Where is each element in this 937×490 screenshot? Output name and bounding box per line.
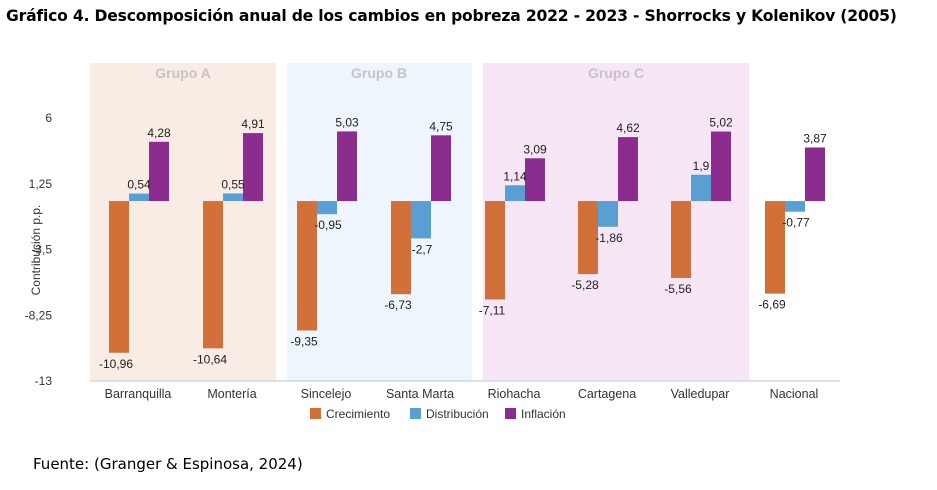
data-label-distribucion: -0,77	[782, 216, 810, 230]
legend-swatch-crecimiento	[310, 408, 321, 419]
bars	[109, 131, 825, 353]
data-label-distribucion: 0,55	[221, 177, 245, 191]
data-label-distribucion: 1,9	[693, 159, 710, 173]
bar-inflacion-valledupar	[711, 131, 731, 202]
y-axis-title: Contribución p.p.	[29, 205, 43, 296]
x-tick-label-valledupar: Valledupar	[671, 387, 730, 401]
bar-crecimiento-sincelejo	[297, 201, 317, 331]
bar-inflacion-santa-marta	[431, 135, 451, 202]
bar-inflacion-cartagena	[618, 137, 638, 202]
x-tick-label-barranquilla: Barranquilla	[105, 387, 172, 401]
x-tick-label-nacional: Nacional	[770, 387, 819, 401]
data-labels: -10,96 -10,64 -9,35 -6,73 -7,11 -5,28 -5,56 -6,…	[99, 115, 827, 370]
y-tick-label: -8,25	[25, 308, 53, 322]
data-label-crecimiento: -7,11	[479, 303, 506, 317]
bar-crecimiento-riohacha	[485, 201, 505, 300]
bar-crecimiento-nacional	[765, 201, 785, 294]
data-label-inflacion: 5,02	[709, 116, 733, 130]
bar-crecimiento-monteria	[203, 201, 223, 349]
x-tick-label-sincelejo: Sincelejo	[301, 387, 352, 401]
bar-inflacion-barranquilla	[149, 141, 169, 202]
data-label-crecimiento: -5,56	[664, 282, 692, 296]
bar-chart: Grupo A Grupo B Grupo C 6 1,25 -3,5 -8,25 -13 C…	[25, 63, 840, 421]
bar-inflacion-monteria	[243, 133, 263, 202]
bar-distribucion-monteria	[223, 193, 243, 202]
legend: Crecimiento Distribución Inflación	[310, 407, 566, 421]
legend-label-distribucion: Distribución	[426, 407, 489, 421]
y-tick-label: 1,25	[29, 177, 53, 191]
axes: 6 1,25 -3,5 -8,25 -13 Contribución p.p. Barran…	[25, 111, 840, 401]
data-label-inflacion: 5,03	[335, 115, 359, 129]
data-label-crecimiento: -9,35	[290, 334, 318, 348]
data-label-crecimiento: -10,96	[99, 357, 133, 371]
bar-distribucion-santa-marta	[411, 201, 431, 239]
group-label-grupo-b: Grupo B	[351, 65, 407, 81]
data-label-crecimiento: -6,73	[384, 298, 412, 312]
legend-label-crecimiento: Crecimiento	[326, 407, 390, 421]
bar-distribucion-valledupar	[691, 174, 711, 202]
y-tick-label: -13	[35, 374, 53, 388]
data-label-inflacion: 4,62	[616, 121, 640, 135]
bar-distribucion-barranquilla	[129, 193, 149, 202]
data-label-inflacion: 4,75	[429, 119, 453, 133]
y-tick-label: -3,5	[31, 243, 52, 257]
bar-crecimiento-barranquilla	[109, 201, 129, 353]
data-label-inflacion: 4,28	[147, 126, 171, 140]
legend-swatch-distribucion	[410, 408, 421, 419]
data-label-distribucion: 1,14	[503, 169, 527, 183]
bar-inflacion-riohacha	[525, 158, 545, 202]
bar-crecimiento-santa-marta	[391, 201, 411, 295]
y-tick-label: 6	[45, 111, 52, 125]
bar-inflacion-nacional	[805, 147, 825, 202]
source-note: Fuente: (Granger & Espinosa, 2024)	[33, 455, 303, 473]
bar-distribucion-riohacha	[505, 185, 525, 202]
data-label-crecimiento: -10,64	[193, 352, 227, 366]
bar-distribucion-sincelejo	[317, 201, 337, 215]
bar-inflacion-sincelejo	[337, 131, 357, 202]
legend-swatch-inflacion	[505, 408, 516, 419]
group-panel-grupo-b	[287, 63, 472, 381]
data-label-distribucion: -0,95	[314, 218, 342, 232]
data-label-inflacion: 3,09	[523, 142, 547, 156]
chart-title: Gráfico 4. Descomposición anual de los c…	[6, 7, 897, 25]
data-label-inflacion: 3,87	[803, 131, 827, 145]
group-label-grupo-a: Grupo A	[155, 65, 210, 81]
legend-label-inflacion: Inflación	[521, 407, 566, 421]
x-tick-label-santa-marta: Santa Marta	[386, 387, 454, 401]
bar-crecimiento-cartagena	[578, 201, 598, 275]
bar-distribucion-nacional	[785, 201, 805, 212]
data-label-distribucion: -1,86	[595, 231, 623, 245]
data-label-crecimiento: -5,28	[571, 278, 599, 292]
data-label-distribucion: -2,7	[412, 242, 433, 256]
x-tick-label-monteria: Montería	[207, 387, 256, 401]
data-label-distribucion: 0,54	[127, 178, 151, 192]
bar-distribucion-cartagena	[598, 201, 618, 227]
bar-crecimiento-valledupar	[671, 201, 691, 279]
x-tick-label-riohacha: Riohacha	[488, 387, 541, 401]
group-label-grupo-c: Grupo C	[588, 65, 644, 81]
x-tick-label-cartagena: Cartagena	[578, 387, 636, 401]
data-label-crecimiento: -6,69	[758, 298, 786, 312]
data-label-inflacion: 4,91	[241, 117, 265, 131]
